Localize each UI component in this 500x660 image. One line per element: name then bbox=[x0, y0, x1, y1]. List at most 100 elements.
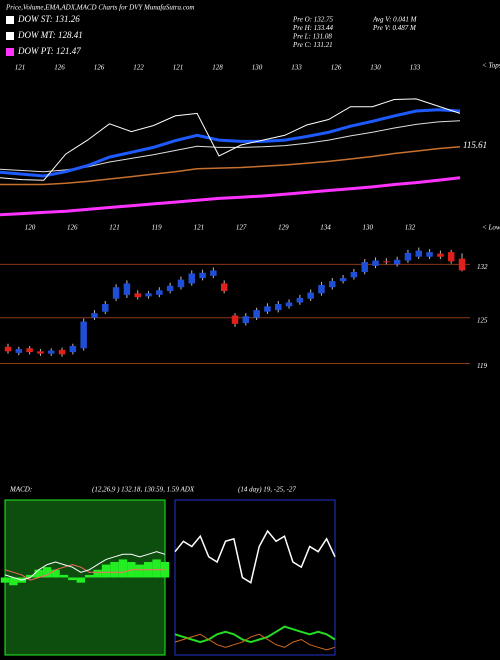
price-label: 120 bbox=[25, 224, 36, 232]
chart-title: Price,Volume,EMA,ADX,MACD Charts for DVY… bbox=[5, 4, 194, 12]
candle-body bbox=[339, 278, 347, 282]
macd-params: (12,26,9 ) 132.18, 130.59, 1.59 ADX bbox=[92, 486, 195, 494]
stat: Pre L: 131.08 bbox=[292, 33, 332, 41]
candle-body bbox=[102, 304, 109, 312]
stat: Pre V: 0.487 M bbox=[372, 24, 417, 32]
legend-label: DOW ST: 131.26 bbox=[17, 14, 80, 24]
price-label: 129 bbox=[278, 224, 289, 232]
price-label: 134 bbox=[320, 224, 331, 232]
panel-background bbox=[174, 499, 336, 656]
price-label: 132 bbox=[405, 224, 416, 232]
histogram-bar bbox=[51, 569, 60, 578]
candle-body bbox=[447, 252, 455, 262]
price-label: 133 bbox=[291, 64, 302, 72]
stat: Avg V: 0.041 M bbox=[372, 16, 418, 24]
series-line bbox=[0, 176, 461, 217]
candle-body bbox=[437, 253, 444, 257]
candle-body bbox=[296, 297, 304, 303]
candle-body bbox=[123, 283, 131, 295]
legend-label: DOW MT: 128.41 bbox=[17, 30, 83, 40]
candle-body bbox=[426, 252, 433, 257]
candle-body bbox=[329, 281, 336, 288]
histogram-bar bbox=[135, 564, 144, 578]
histogram-bar bbox=[34, 569, 43, 578]
candle-body bbox=[134, 293, 141, 298]
stat: Pre H: 133.44 bbox=[292, 24, 333, 32]
histogram-bar bbox=[68, 577, 77, 581]
histogram-bar bbox=[93, 569, 102, 578]
price-label: 127 bbox=[236, 224, 247, 232]
histogram-bar bbox=[152, 559, 161, 578]
y-tick-label: 125 bbox=[477, 316, 488, 324]
price-label: 119 bbox=[152, 224, 162, 232]
candle-body bbox=[372, 260, 379, 266]
histogram-bar bbox=[26, 574, 35, 578]
candle-body bbox=[26, 348, 33, 353]
candle-body bbox=[253, 310, 260, 318]
histogram-bar bbox=[118, 559, 128, 578]
candle-body bbox=[210, 270, 217, 276]
lows-label: < Lows bbox=[482, 224, 500, 232]
price-label: 121 bbox=[15, 64, 26, 72]
price-label: 126 bbox=[54, 64, 65, 72]
candle-body bbox=[285, 302, 293, 307]
candle-body bbox=[156, 290, 163, 295]
histogram-bar bbox=[85, 574, 94, 578]
candle-body bbox=[393, 259, 401, 265]
series-line bbox=[4, 551, 166, 581]
candle-body bbox=[264, 306, 271, 312]
candle-body bbox=[177, 279, 185, 288]
tops-label: < Tops bbox=[482, 62, 500, 70]
candle-body bbox=[307, 292, 314, 299]
candle-body bbox=[188, 273, 196, 284]
price-label: 133 bbox=[410, 64, 421, 72]
series-line bbox=[174, 633, 336, 651]
candle-body bbox=[91, 313, 98, 318]
candle-body bbox=[361, 262, 368, 272]
price-label: 121 bbox=[109, 224, 120, 232]
candle-body bbox=[69, 346, 77, 353]
series-line bbox=[0, 108, 461, 178]
series-line bbox=[0, 146, 461, 186]
price-label: 126 bbox=[67, 224, 78, 232]
last-value-label: 115.61 bbox=[463, 140, 487, 150]
legend-swatch bbox=[6, 16, 14, 24]
price-label: 130 bbox=[252, 64, 263, 72]
candle-body bbox=[415, 250, 423, 257]
price-label: 121 bbox=[173, 64, 184, 72]
histogram-bar bbox=[110, 562, 119, 578]
price-label: 130 bbox=[370, 64, 381, 72]
series-line bbox=[0, 98, 461, 181]
candle-body bbox=[274, 304, 282, 311]
candle-body bbox=[145, 293, 152, 297]
price-label: 126 bbox=[94, 64, 105, 72]
histogram-bar bbox=[101, 564, 111, 578]
histogram-bar bbox=[9, 577, 18, 586]
price-label: 130 bbox=[363, 224, 374, 232]
price-label: 126 bbox=[331, 64, 342, 72]
candle-body bbox=[112, 287, 120, 299]
candle-body bbox=[47, 350, 55, 354]
candle-body bbox=[199, 272, 206, 279]
histogram-bar bbox=[42, 567, 52, 578]
candle-body bbox=[404, 252, 412, 261]
candle-body bbox=[58, 349, 66, 355]
series-line bbox=[4, 564, 165, 581]
candle-body bbox=[4, 346, 12, 352]
macd-label: MACD: bbox=[9, 486, 32, 494]
y-tick-label: 132 bbox=[477, 263, 488, 271]
histogram-bar bbox=[59, 574, 69, 578]
candle-body bbox=[37, 351, 44, 354]
adx-params: (14 day) 19, -25, -27 bbox=[238, 486, 296, 494]
price-label: 128 bbox=[212, 64, 223, 72]
candle-body bbox=[318, 284, 325, 294]
legend-label: DOW PT: 121.47 bbox=[17, 46, 81, 56]
candle-body bbox=[15, 349, 23, 353]
stat: Pre C: 131.21 bbox=[292, 41, 333, 49]
candle-body bbox=[350, 271, 358, 278]
candle-body bbox=[231, 315, 239, 324]
legend-swatch bbox=[6, 48, 14, 56]
y-tick-label: 119 bbox=[477, 362, 487, 370]
